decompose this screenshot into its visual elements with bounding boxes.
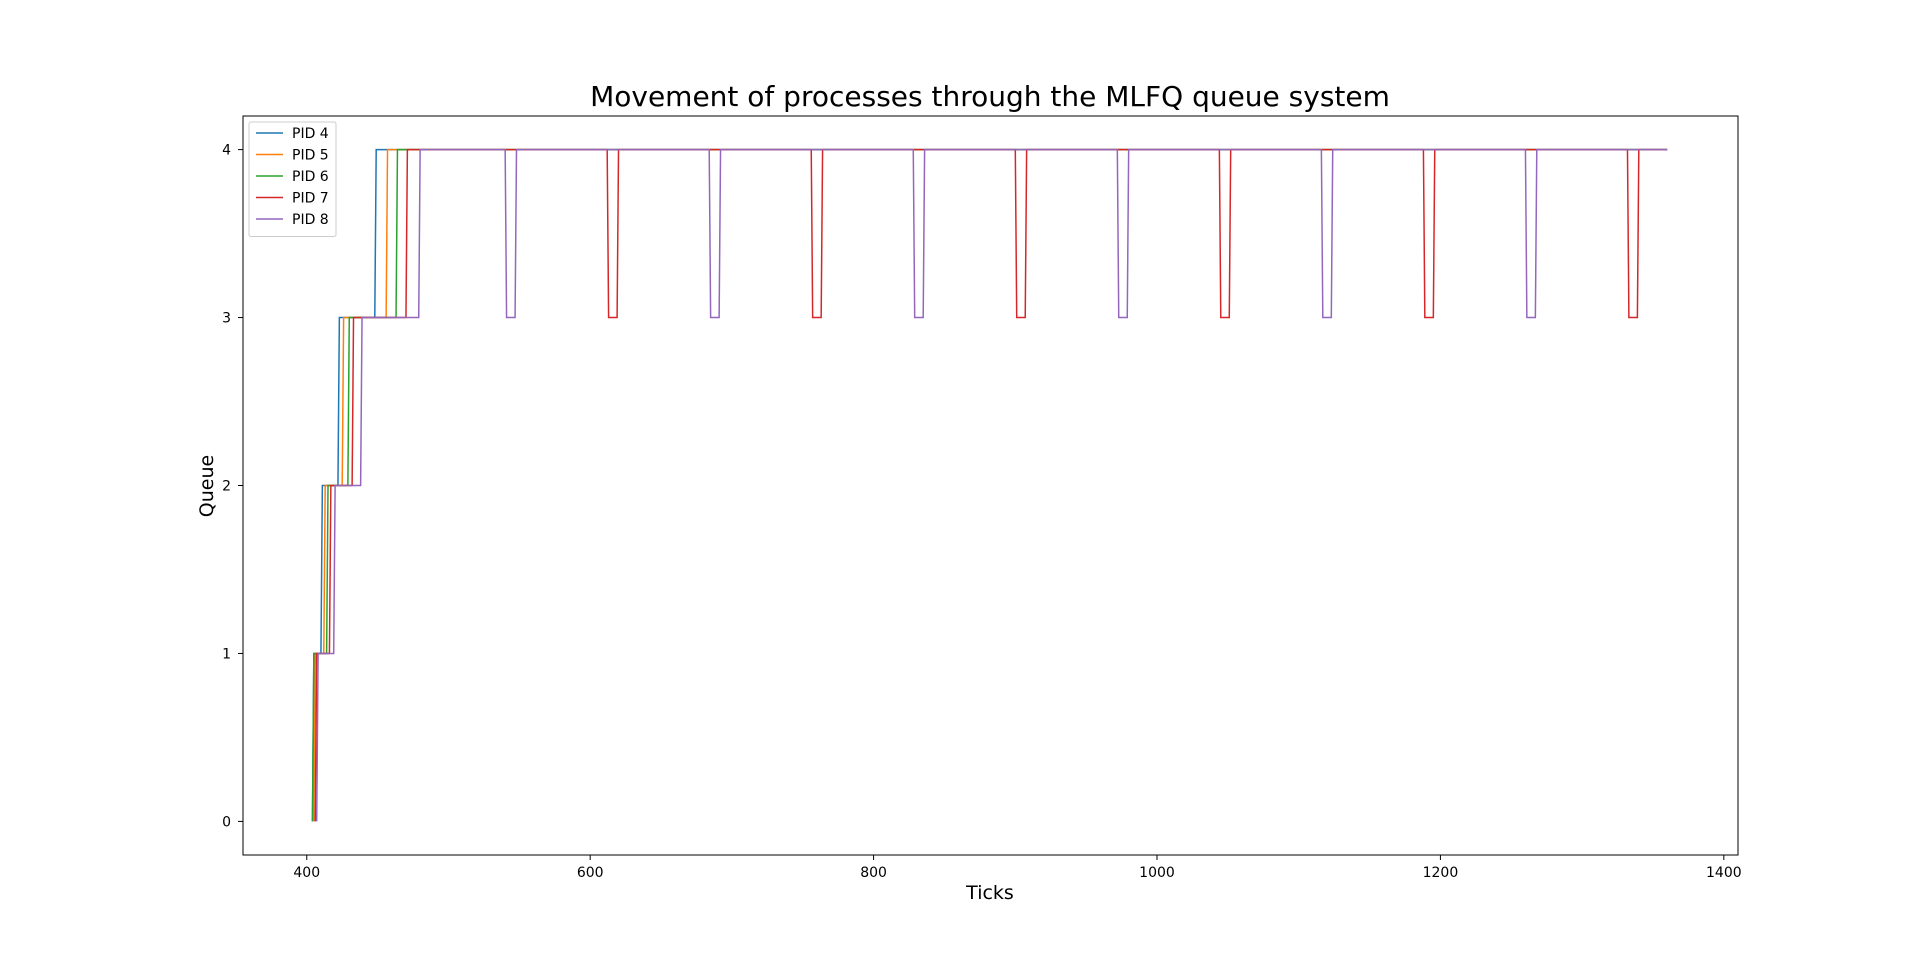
x-axis-title: Ticks [965, 882, 1014, 904]
y-tick-label: 3 [222, 311, 231, 327]
y-tick-label: 4 [222, 143, 231, 159]
plot-frame [242, 115, 1739, 856]
legend: PID 4 PID 5 PID 6 PID 7 PID 8 [248, 121, 337, 237]
legend-label: PID 6 [292, 169, 329, 185]
legend-label: PID 7 [292, 191, 329, 207]
y-tick-label: 1 [222, 646, 231, 662]
x-tick-label: 400 [293, 865, 320, 881]
plot-lines [311, 148, 1668, 822]
y-tick-label: 0 [222, 814, 231, 830]
x-tick-label: 1400 [1706, 865, 1742, 881]
x-tick-label: 800 [860, 865, 887, 881]
y-tick-label: 2 [222, 479, 231, 495]
legend-label: PID 5 [292, 148, 329, 164]
x-tick-label: 1000 [1139, 865, 1175, 881]
series-line-4 [314, 148, 1668, 822]
legend-label: PID 4 [292, 126, 329, 142]
chart-title: Movement of processes through the MLFQ q… [590, 80, 1390, 113]
y-axis-title: Queue [196, 455, 218, 517]
series-line-2 [313, 148, 1668, 822]
x-tick-label: 600 [577, 865, 604, 881]
series-line-5 [315, 148, 1668, 822]
x-axis: 400 600 800 1000 1200 1400 [293, 855, 1742, 881]
y-axis: 0 1 2 3 4 [222, 143, 243, 830]
legend-box [248, 121, 337, 237]
x-tick-label: 1200 [1423, 865, 1459, 881]
legend-label: PID 8 [292, 212, 329, 228]
